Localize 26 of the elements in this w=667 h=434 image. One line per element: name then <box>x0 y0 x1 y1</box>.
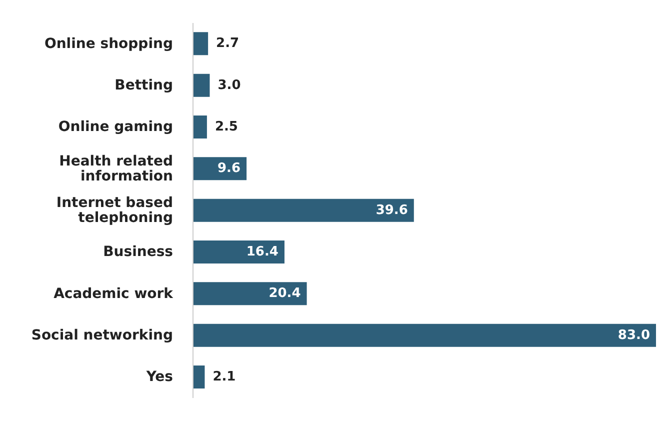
bar <box>193 366 205 388</box>
data-label: 2.1 <box>212 370 236 384</box>
bar <box>193 32 208 56</box>
data-label: 3.0 <box>218 78 241 93</box>
data-label: 2.5 <box>214 120 238 134</box>
data-label: 9.6 <box>218 161 241 176</box>
data-label: 2.7 <box>216 36 240 52</box>
bar <box>193 74 210 97</box>
data-label: 39.6 <box>376 202 408 218</box>
bar <box>193 324 656 347</box>
data-label: 20.4 <box>268 286 301 302</box>
y-tick-label: Yes <box>145 369 173 386</box>
bar <box>193 198 414 222</box>
bar <box>193 240 284 264</box>
y-tick-label: Betting <box>114 78 173 94</box>
y-tick-label: Business <box>103 244 173 260</box>
bar <box>193 116 207 138</box>
y-tick-label: Internet based telephoning <box>56 195 173 226</box>
y-tick-label: Online shopping <box>44 36 173 52</box>
y-tick-label: Online gaming <box>58 119 173 136</box>
data-label: 83.0 <box>618 328 650 343</box>
data-label: 16.4 <box>246 244 278 260</box>
y-tick-label: Academic work <box>54 286 174 302</box>
y-tick-label: Health related information <box>59 153 173 184</box>
y-tick-label: Social networking <box>31 328 173 344</box>
bar <box>193 282 307 306</box>
